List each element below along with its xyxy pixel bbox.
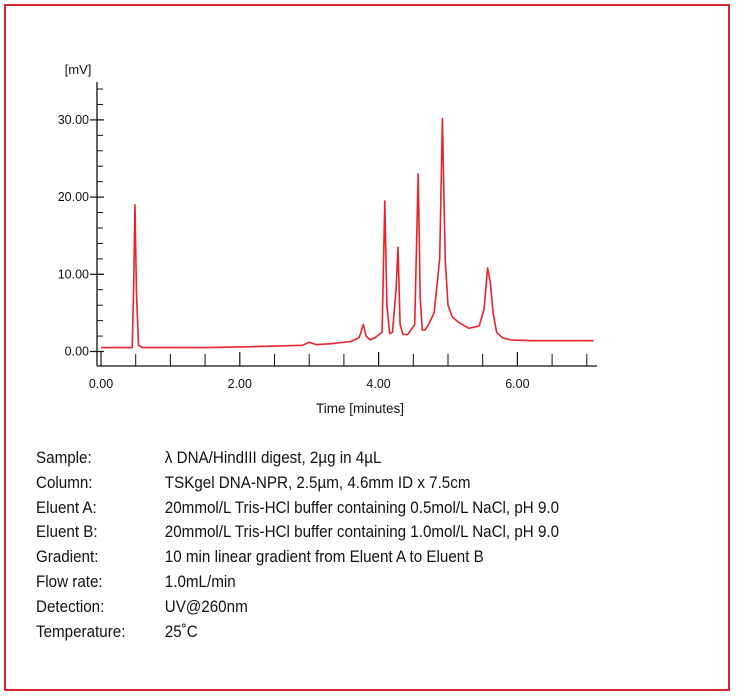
condition-value: TSKgel DNA-NPR, 2.5µm, 4.6mm ID x 7.5cm [164,473,471,492]
condition-label: Flow rate: [36,572,103,591]
x-tick-label: 4.00 [366,377,390,391]
condition-label: Temperature: [36,622,126,641]
y-axis-label: [mV] [65,62,92,77]
condition-row: Temperature: 25˚C [36,620,559,645]
condition-value: 20mmol/L Tris-HCl buffer containing 1.0m… [164,523,560,542]
x-tick-label: 2.00 [228,377,252,391]
conditions-table: Sample: λ DNA/HindIII digest, 2µg in 4µL … [36,446,559,644]
condition-value: 10 min linear gradient from Eluent A to … [164,548,484,567]
x-tick-label: 6.00 [505,377,529,391]
y-tick-label: 0.00 [65,345,89,359]
condition-label: Gradient: [36,548,99,567]
condition-value: λ DNA/HindIII digest, 2µg in 4µL [164,449,382,467]
condition-label: Detection: [36,597,105,616]
chromatogram-chart: 0.00 10.00 20.00 30.00 0.00 2.00 4.00 6.00 [mV]… [58,62,597,416]
y-tick-label: 10.00 [58,267,89,281]
x-axis-label: Time [minutes] [316,401,404,416]
chart-axes: 0.00 10.00 20.00 30.00 0.00 2.00 4.00 6.00 [58,82,597,391]
condition-label: Sample: [36,449,92,467]
condition-row: Sample: λ DNA/HindIII digest, 2µg in 4µL [36,446,559,471]
condition-value: 25˚C [164,622,198,641]
condition-label: Eluent B: [36,523,98,542]
chromatogram-trace [101,117,594,349]
condition-value: 20mmol/L Tris-HCl buffer containing 0.5m… [164,498,560,517]
condition-row: Flow rate: 1.0mL/min [36,570,559,595]
condition-row: Column: TSKgel DNA-NPR, 2.5µm, 4.6mm ID x… [36,471,559,496]
condition-label: Column: [36,473,93,492]
condition-value: 1.0mL/min [164,572,236,591]
condition-row: Eluent B: 20mmol/L Tris-HCl buffer contai… [36,520,559,545]
y-tick-label: 20.00 [58,190,89,204]
y-tick-label: 30.00 [58,113,89,127]
condition-label: Eluent A: [36,498,97,517]
x-tick-label: 0.00 [89,377,113,391]
condition-value: UV@260nm [164,597,248,616]
condition-row: Eluent A: 20mmol/L Tris-HCl buffer contai… [36,496,559,521]
chromatogram-line [101,117,594,349]
condition-row: Gradient: 10 min linear gradient from Elu… [36,545,559,570]
condition-row: Detection: UV@260nm [36,595,559,620]
